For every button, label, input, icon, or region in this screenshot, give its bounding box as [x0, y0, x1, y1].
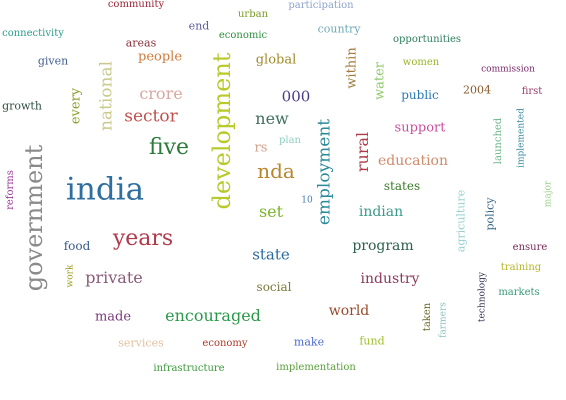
word-10: 10: [301, 195, 313, 206]
word-country: country: [317, 22, 361, 36]
word-given: given: [37, 54, 69, 68]
word-government: government: [20, 144, 48, 292]
word-infrastructure: infrastructure: [153, 363, 225, 374]
word-end: end: [188, 19, 210, 33]
word-water: water: [372, 61, 388, 101]
word-economic: economic: [218, 30, 268, 41]
word-opportunities: opportunities: [393, 34, 461, 45]
word-services: services: [118, 336, 164, 350]
word-people: people: [137, 49, 183, 65]
word-ensure: ensure: [512, 242, 548, 253]
word-program: program: [352, 238, 414, 254]
word-employment: employment: [314, 118, 335, 226]
word-women: women: [402, 57, 440, 68]
word-economy: economy: [202, 338, 248, 349]
word-india: india: [65, 171, 145, 208]
word-education: education: [378, 153, 448, 169]
word-launched: launched: [493, 117, 504, 165]
word-food: food: [63, 239, 91, 253]
word-made: made: [94, 309, 132, 325]
word-industry: industry: [360, 271, 420, 287]
word-participation: participation: [288, 0, 354, 11]
word-implemented: implemented: [516, 108, 527, 168]
word-urban: urban: [237, 9, 269, 20]
word-commission: commission: [481, 64, 535, 75]
word-areas: areas: [125, 36, 157, 50]
word-encouraged: encouraged: [165, 306, 261, 325]
word-set: set: [258, 202, 284, 221]
word-five: five: [148, 135, 190, 160]
word-private: private: [85, 268, 143, 287]
word-years: years: [112, 226, 174, 251]
word-2004: 2004: [463, 83, 491, 97]
word-world: world: [328, 303, 370, 319]
word-rs: rs: [254, 140, 268, 156]
word-public: public: [401, 88, 439, 102]
word-fund: fund: [359, 334, 385, 348]
word-training: training: [500, 262, 542, 273]
word-rural: rural: [353, 131, 372, 173]
word-taken: taken: [422, 302, 433, 332]
word-global: global: [255, 52, 297, 68]
word-agriculture: agriculture: [454, 189, 468, 253]
word-crore: crore: [139, 84, 183, 103]
word-new: new: [255, 109, 289, 128]
word-sector: sector: [124, 106, 178, 127]
word-work: work: [65, 264, 76, 288]
word-support: support: [394, 120, 446, 136]
word-major: major: [543, 180, 554, 208]
word-connectivity: connectivity: [2, 28, 64, 39]
word-national: national: [96, 60, 117, 132]
word-plan: plan: [278, 135, 302, 146]
word-policy: policy: [483, 197, 497, 231]
word-indian: indian: [358, 204, 404, 220]
word-000: 000: [281, 87, 311, 106]
word-first: first: [521, 86, 543, 97]
word-markets: markets: [498, 287, 540, 298]
word-every: every: [68, 87, 84, 125]
word-within: within: [344, 47, 360, 89]
word-community: community: [107, 0, 165, 10]
word-states: states: [383, 179, 421, 193]
word-growth: growth: [2, 99, 42, 113]
word-reforms: reforms: [5, 170, 16, 210]
word-make: make: [293, 335, 325, 349]
word-technology: technology: [477, 271, 488, 323]
word-development: development: [208, 52, 236, 210]
word-state: state: [252, 245, 290, 264]
word-social: social: [256, 280, 292, 294]
word-farmers: farmers: [438, 302, 449, 338]
word-implementation: implementation: [276, 362, 356, 373]
word-nda: nda: [257, 159, 295, 183]
